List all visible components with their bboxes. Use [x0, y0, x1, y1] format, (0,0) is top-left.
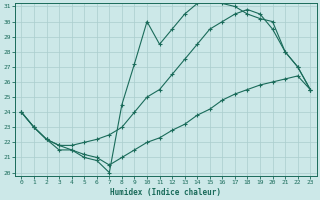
X-axis label: Humidex (Indice chaleur): Humidex (Indice chaleur) — [110, 188, 221, 197]
